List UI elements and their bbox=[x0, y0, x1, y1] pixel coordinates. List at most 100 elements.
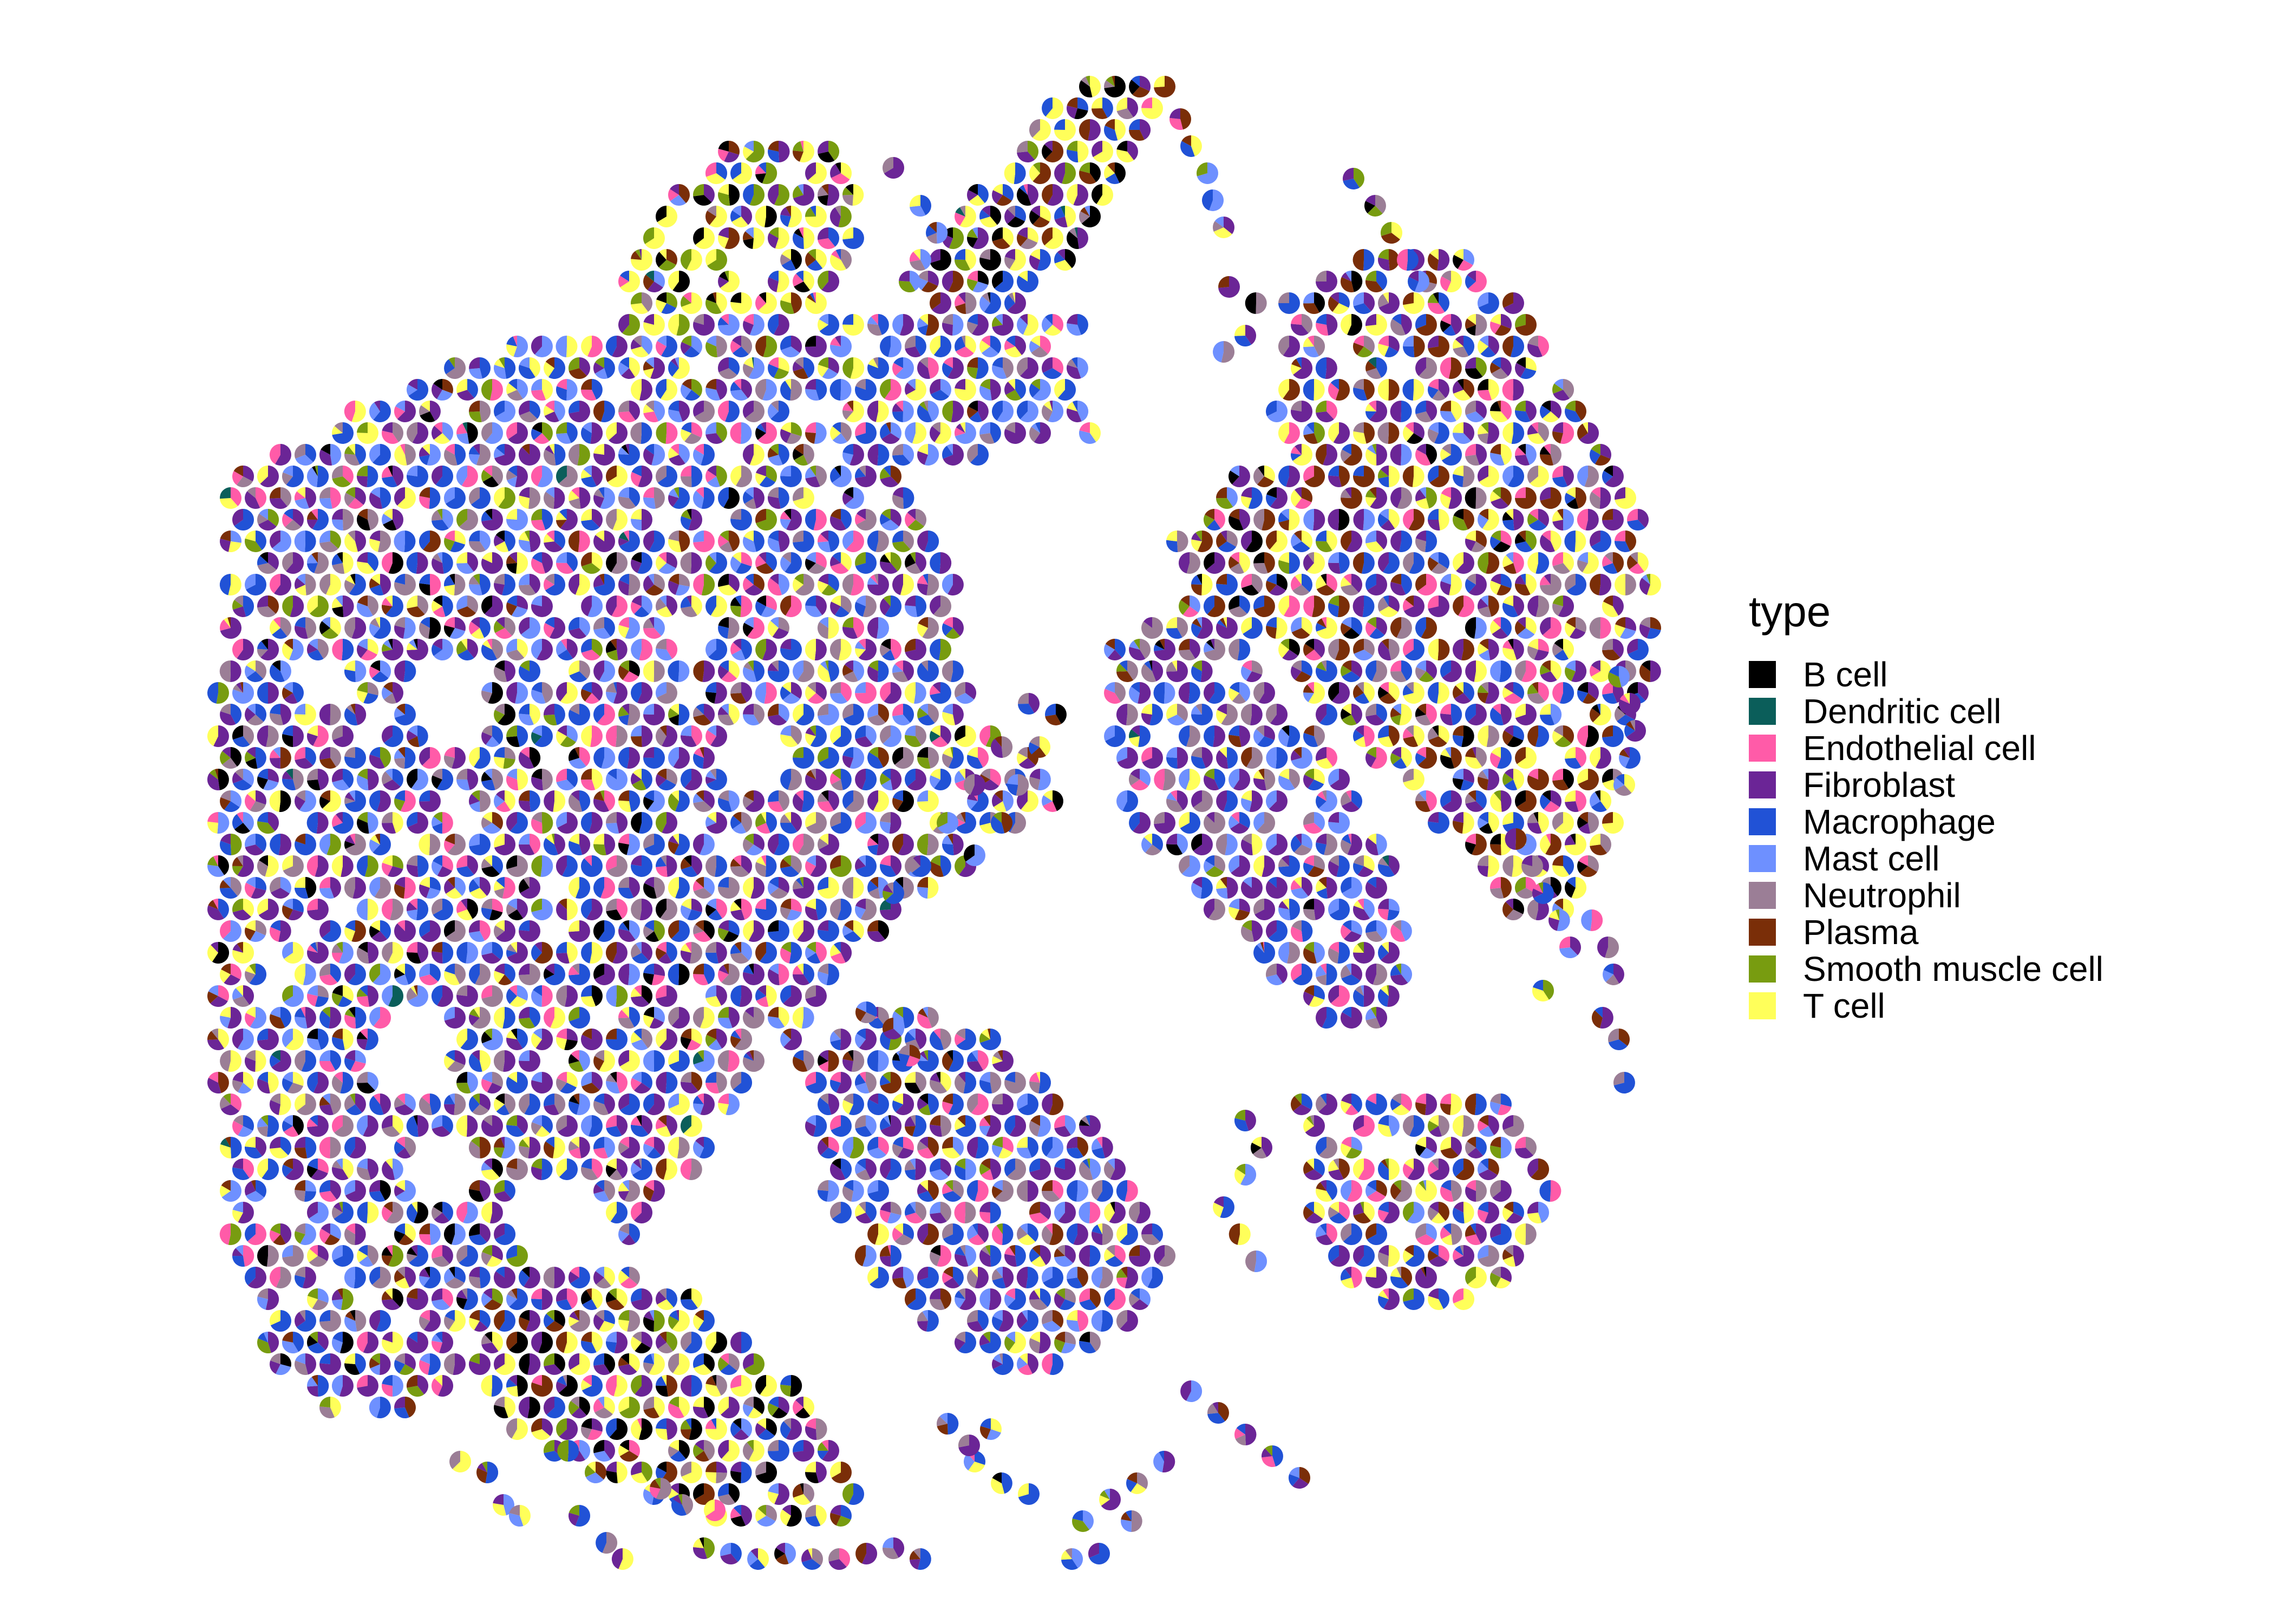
pie-spot bbox=[1316, 271, 1337, 292]
pie-slice bbox=[1289, 552, 1300, 574]
pie-slice bbox=[1591, 531, 1611, 553]
pie-spot bbox=[942, 227, 964, 249]
pie-slice bbox=[929, 426, 940, 442]
pie-slice bbox=[643, 361, 654, 371]
pie-spot bbox=[768, 790, 789, 812]
pie-slice bbox=[721, 314, 729, 325]
pie-slice bbox=[643, 314, 665, 336]
pie-slice bbox=[993, 184, 1003, 195]
pie-spot bbox=[966, 313, 989, 336]
pie-slice bbox=[628, 573, 641, 595]
pie-spot bbox=[1365, 270, 1387, 293]
pie-slice bbox=[1229, 639, 1239, 660]
pie-slice bbox=[435, 466, 454, 488]
pie-slice bbox=[1037, 249, 1051, 271]
pie-spot bbox=[1415, 747, 1437, 769]
pie-spot bbox=[1415, 313, 1437, 336]
pie-slice bbox=[257, 725, 268, 747]
pie-spot bbox=[1278, 335, 1300, 358]
pie-slice bbox=[780, 214, 791, 227]
pie-slice bbox=[805, 508, 816, 531]
pie-slice bbox=[468, 584, 482, 595]
pie-slice bbox=[618, 747, 629, 769]
pie-spot bbox=[867, 314, 889, 336]
pie-spot bbox=[1527, 638, 1549, 660]
pie-slice bbox=[513, 335, 528, 357]
pie-spot bbox=[381, 812, 403, 834]
pie-slice bbox=[1003, 184, 1014, 201]
pie-spot bbox=[1290, 487, 1313, 509]
pie-slice bbox=[1429, 552, 1439, 563]
pie-spot bbox=[1029, 379, 1051, 401]
pie-slice bbox=[430, 401, 441, 421]
pie-slice bbox=[1074, 227, 1077, 238]
pie-spot bbox=[1241, 747, 1263, 769]
pie-spot bbox=[743, 184, 765, 206]
pie-slice bbox=[780, 381, 791, 401]
pie-spot bbox=[468, 443, 491, 466]
pie-slice bbox=[1615, 487, 1625, 500]
pie-slice bbox=[1365, 497, 1376, 507]
pie-spot bbox=[1290, 834, 1312, 855]
pie-slice bbox=[1564, 530, 1576, 552]
pie-slice bbox=[444, 538, 455, 552]
pie-slice bbox=[693, 227, 704, 245]
pie-spot bbox=[755, 205, 777, 227]
pie-spot bbox=[979, 292, 1002, 314]
pie-slice bbox=[1377, 378, 1389, 401]
pie-spot bbox=[1204, 768, 1226, 791]
pie-slice bbox=[1502, 855, 1513, 877]
pie-slice bbox=[618, 444, 640, 466]
pie-slice bbox=[380, 487, 391, 509]
pie-slice bbox=[1106, 76, 1115, 87]
pie-spot bbox=[643, 443, 665, 466]
pie-slice bbox=[718, 314, 740, 336]
pie-slice bbox=[968, 401, 978, 411]
pie-spot bbox=[220, 617, 242, 639]
pie-slice bbox=[1480, 346, 1495, 358]
pie-slice bbox=[1042, 227, 1053, 246]
pie-spot bbox=[1415, 704, 1437, 726]
pie-slice bbox=[282, 552, 293, 572]
pie-slice bbox=[1465, 444, 1476, 456]
pie-slice bbox=[1388, 379, 1400, 401]
pie-spot bbox=[1378, 336, 1400, 357]
pie-spot bbox=[580, 552, 603, 574]
pie-spot bbox=[1452, 725, 1474, 747]
pie-slice bbox=[717, 487, 729, 508]
pie-slice bbox=[294, 530, 305, 552]
pie-slice bbox=[620, 271, 641, 292]
pie-spot bbox=[1203, 595, 1225, 617]
pie-slice bbox=[1502, 292, 1513, 308]
pie-spot bbox=[1216, 530, 1238, 552]
pie-slice bbox=[448, 357, 455, 368]
pie-slice bbox=[312, 509, 329, 531]
pie-slice bbox=[657, 206, 678, 228]
pie-spot bbox=[356, 422, 378, 444]
pie-spot bbox=[1502, 335, 1525, 357]
pie-slice bbox=[459, 509, 479, 531]
pie-slice bbox=[1303, 346, 1319, 358]
pie-spot bbox=[829, 508, 852, 531]
pie-slice bbox=[877, 834, 889, 855]
pie-slice bbox=[544, 449, 556, 466]
pie-slice bbox=[891, 466, 902, 484]
pie-slice bbox=[1414, 335, 1425, 357]
pie-slice bbox=[656, 252, 666, 267]
pie-spot bbox=[1565, 833, 1587, 855]
pie-spot bbox=[1602, 639, 1624, 660]
pie-spot bbox=[580, 769, 603, 790]
pie-spot bbox=[1054, 379, 1076, 401]
pie-spot bbox=[1365, 530, 1388, 553]
pie-spot bbox=[618, 617, 640, 639]
pie-slice bbox=[942, 323, 953, 336]
pie-slice bbox=[286, 466, 304, 487]
pie-slice bbox=[1205, 508, 1214, 520]
pie-slice bbox=[319, 531, 330, 543]
pie-slice bbox=[1588, 811, 1599, 834]
pie-spot bbox=[369, 834, 391, 855]
pie-slice bbox=[1508, 466, 1525, 487]
pie-spot bbox=[631, 682, 653, 704]
pie-spot bbox=[1428, 465, 1450, 487]
pie-slice bbox=[749, 444, 764, 466]
